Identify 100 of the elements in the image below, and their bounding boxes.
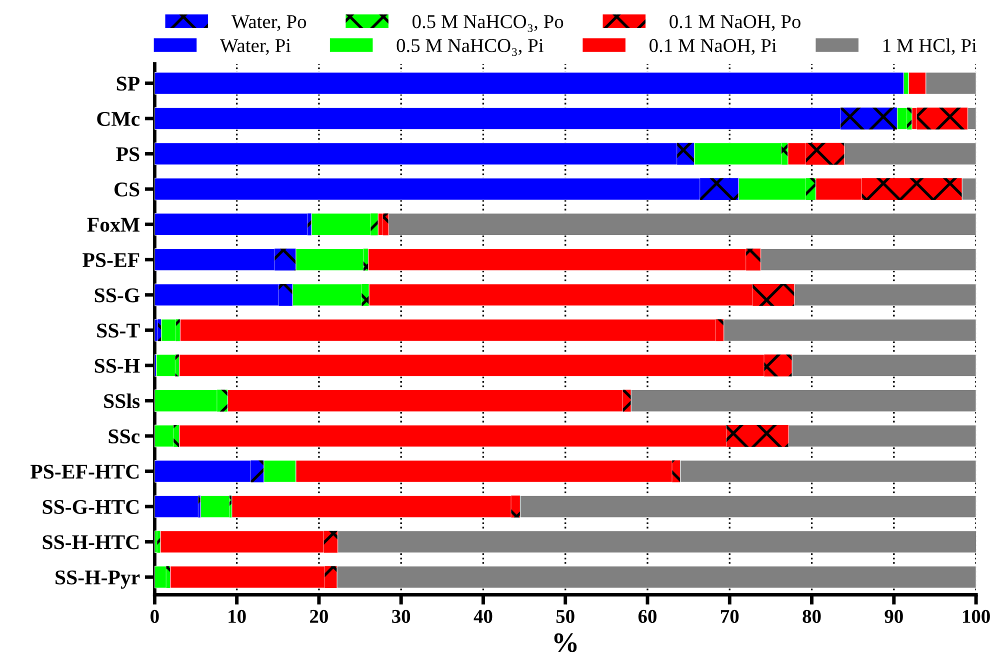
legend-label: Water, Po xyxy=(231,15,306,32)
bar xyxy=(680,460,976,482)
bar xyxy=(760,248,976,271)
bar xyxy=(916,108,968,130)
bar xyxy=(154,213,308,236)
legend-label: 0.5 M NaHCO₃, Pi xyxy=(396,38,544,56)
bar xyxy=(217,390,228,412)
x-tick-label: 70 xyxy=(721,610,739,623)
legend-label: 1 M HCl, Pi xyxy=(884,38,977,55)
x-tick-label: 0 xyxy=(150,610,159,623)
bar xyxy=(520,495,976,518)
bar xyxy=(511,496,520,518)
bar xyxy=(154,284,279,306)
x-tick-label: 40 xyxy=(474,610,492,623)
bar xyxy=(160,530,324,554)
x-tick-label: 10 xyxy=(228,610,246,623)
legend-label: 0.1 M NaOH, Pi xyxy=(650,38,776,55)
y-tick-label: PS-EF xyxy=(82,253,140,268)
bar xyxy=(175,354,180,376)
x-tick-label: 30 xyxy=(392,610,410,623)
bar xyxy=(383,213,389,236)
bar xyxy=(336,566,976,588)
bar xyxy=(274,248,296,271)
x-tick-label: 60 xyxy=(638,610,656,623)
y-tick-label: CMc xyxy=(97,112,140,126)
bar xyxy=(788,142,806,166)
y-tick-label: SP xyxy=(116,76,140,91)
y-tick-label: SS-H-Pyr xyxy=(56,570,140,589)
bar xyxy=(154,495,198,518)
bar xyxy=(752,284,795,306)
y-tick-label: PS xyxy=(116,147,140,162)
bar xyxy=(311,213,371,236)
bar xyxy=(677,142,694,165)
bar xyxy=(844,142,976,166)
bar xyxy=(198,496,201,518)
bar xyxy=(764,354,792,376)
bar xyxy=(157,530,160,553)
bar xyxy=(174,425,180,447)
y-tick-label: SS-H xyxy=(94,358,140,373)
bar xyxy=(700,178,739,200)
bar xyxy=(716,319,724,342)
x-axis-title: % xyxy=(554,633,577,652)
y-tick-label: SS-T xyxy=(97,324,140,338)
bar xyxy=(806,178,816,200)
bar xyxy=(726,425,789,447)
bar xyxy=(362,284,370,306)
bar xyxy=(792,354,976,377)
y-tick-label: FoxM xyxy=(87,218,140,232)
bar xyxy=(154,72,904,94)
bar xyxy=(862,178,962,200)
bar xyxy=(907,108,912,130)
bar xyxy=(154,460,252,482)
legend-label: Water, Pi xyxy=(220,39,291,55)
bar xyxy=(363,248,368,271)
bar xyxy=(368,284,753,306)
bar xyxy=(324,530,338,553)
bar xyxy=(781,142,788,165)
bar xyxy=(278,284,293,306)
bar xyxy=(324,566,338,588)
bar xyxy=(370,213,378,236)
y-tick-label: SS-G-HTC xyxy=(42,500,139,514)
bar xyxy=(622,390,632,412)
bar xyxy=(160,318,176,342)
bar xyxy=(292,284,362,306)
legend-label: 0.1 M NaOH, Po xyxy=(670,15,800,32)
bar xyxy=(896,107,908,130)
y-tick-label: CS xyxy=(114,182,140,196)
bar xyxy=(179,354,764,377)
bar xyxy=(630,389,976,412)
x-tick-label: 100 xyxy=(963,610,990,623)
bar xyxy=(250,460,264,482)
bar xyxy=(179,424,727,448)
bar xyxy=(962,178,976,200)
y-tick-label: SSls xyxy=(104,393,140,408)
bar xyxy=(296,248,364,271)
bar xyxy=(154,107,841,130)
bar xyxy=(166,566,170,588)
x-tick-label: 80 xyxy=(802,610,821,623)
bar xyxy=(176,319,180,342)
bar xyxy=(840,108,898,130)
bar xyxy=(154,389,218,412)
y-tick-label: SS-G xyxy=(94,288,140,302)
bar xyxy=(794,284,976,306)
y-tick-label: SS-H-HTC xyxy=(42,535,139,550)
bar xyxy=(368,248,746,271)
bar xyxy=(338,530,976,554)
bar xyxy=(912,107,918,130)
bar xyxy=(170,566,325,588)
bar xyxy=(180,318,716,342)
legend-label: 0.5 M NaHCO₃, Po xyxy=(412,15,564,32)
bar xyxy=(378,213,384,236)
bar xyxy=(746,248,761,271)
x-tick-label: 50 xyxy=(556,610,574,623)
y-tick-label: SSc xyxy=(108,429,140,444)
bar xyxy=(154,566,166,588)
bar xyxy=(816,178,862,200)
bar xyxy=(788,424,976,448)
bar xyxy=(158,319,162,342)
bar xyxy=(154,178,700,200)
x-tick-label: 90 xyxy=(884,610,903,623)
